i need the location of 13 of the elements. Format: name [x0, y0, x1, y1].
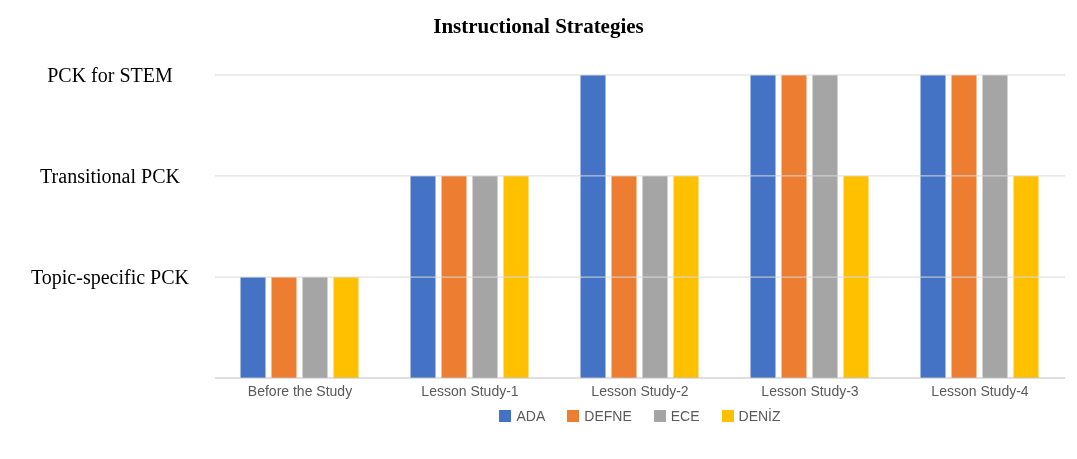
- x-tick-label: Lesson Study-1: [421, 382, 519, 399]
- legend-label: DENİZ: [738, 408, 781, 424]
- legend-label: ADA: [516, 408, 546, 424]
- ref-line-label: Topic-specific PCK: [30, 266, 190, 290]
- ref-line-label: Transitional PCK: [40, 164, 181, 187]
- ref-line-label: PCK for STEM: [47, 64, 173, 86]
- x-tick-label: Lesson Study-4: [931, 382, 1029, 399]
- legend-label: DEFNE: [584, 408, 632, 424]
- x-tick-label: Lesson Study-3: [761, 382, 859, 399]
- chart-title: Instructional Strategies: [432, 14, 645, 39]
- legend-label: ECE: [670, 408, 700, 424]
- x-tick-label: Lesson Study-2: [591, 382, 689, 399]
- x-tick-label: Before the Study: [247, 382, 353, 399]
